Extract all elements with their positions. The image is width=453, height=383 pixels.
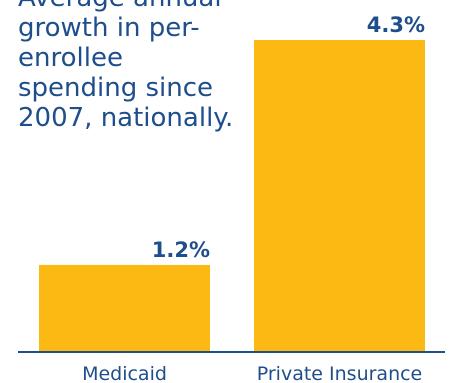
bar-private-insurance bbox=[254, 40, 425, 352]
value-label-private-insurance: 4.3% bbox=[367, 13, 425, 37]
category-label-private-insurance: Private Insurance bbox=[257, 363, 423, 383]
value-label-medicaid: 1.2% bbox=[152, 238, 210, 262]
chart-title: Average annualgrowth in per-enrolleespen… bbox=[18, 0, 233, 133]
bars bbox=[39, 40, 425, 352]
title-line-2: growth in per- bbox=[18, 13, 200, 43]
title-line-1: Average annual bbox=[18, 0, 222, 13]
title-line-4: spending since bbox=[18, 73, 213, 103]
title-line-5: 2007, nationally. bbox=[18, 103, 233, 133]
category-label-medicaid: Medicaid bbox=[82, 363, 167, 383]
title-line-3: enrollee bbox=[18, 43, 123, 73]
value-labels: 1.2% 4.3% bbox=[152, 13, 425, 262]
category-labels: Medicaid Private Insurance bbox=[82, 363, 422, 383]
bar-medicaid bbox=[39, 264, 210, 352]
